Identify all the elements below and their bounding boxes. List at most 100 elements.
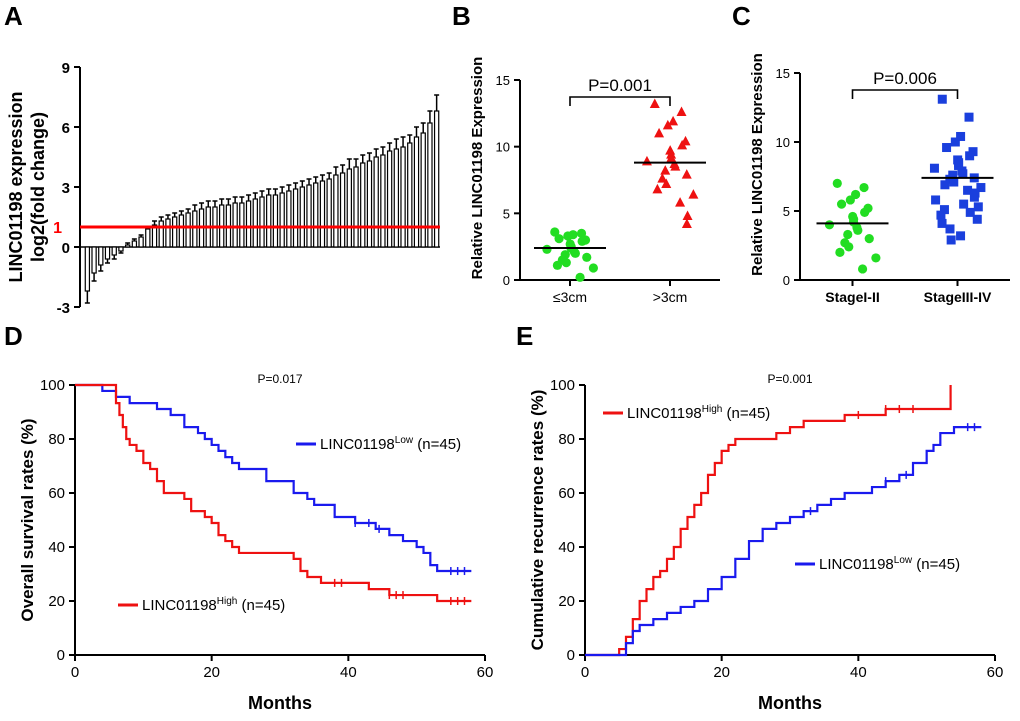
panel-a-bar [339, 172, 346, 248]
panel-d-survival-chart: 0 20 40 60 80 100 0 20 40 60 LINC01198Low (n=45) LI… [18, 372, 493, 713]
panel-c-point [940, 180, 950, 190]
panel-a-y-tick-label: 0 [62, 240, 70, 257]
panel-c-point [835, 247, 845, 257]
panel-a-bar [299, 186, 305, 248]
panel-c-point [958, 169, 968, 179]
panel-c-point [937, 218, 947, 228]
panel-d-x-tick-label: 60 [477, 664, 494, 681]
panel-a-bar [413, 136, 420, 248]
panel-b-y-tick-label: 5 [503, 206, 510, 221]
panel-a-y-tick-label: -3 [57, 300, 70, 317]
panel-b-p-value: P=0.001 [588, 76, 652, 95]
panel-b-point [563, 231, 573, 241]
panel-a-bar [171, 216, 178, 248]
panel-a-bar [319, 180, 326, 248]
panel-a-bar [232, 202, 238, 248]
panel-a-bar [333, 174, 339, 248]
panel-b-y-axis-label: Relative LINC01198 Expression [469, 57, 486, 280]
panel-a-bar [178, 214, 185, 248]
panel-b-x-tick-label: >3cm [653, 289, 688, 305]
panel-a-bar [266, 194, 272, 248]
panel-b-point [554, 234, 564, 244]
panel-e-y-axis-label: Cumulative recurrence rates (%) [528, 390, 547, 651]
panel-e-x-axis-label: Months [758, 693, 822, 713]
panel-c-point [871, 253, 881, 263]
panel-b-y-tick-label: 10 [496, 140, 510, 155]
panel-d-curve-low [75, 383, 472, 573]
panel-b-point [675, 197, 686, 207]
panel-b-point [670, 161, 681, 171]
panel-a-bar [84, 246, 91, 292]
panel-a-bar [292, 188, 299, 248]
panel-a-bar [286, 190, 292, 248]
panel-d-legend-label: LINC01198High (n=45) [142, 596, 285, 614]
panel-b-point [654, 127, 665, 138]
panel-a-y-tick-label: 6 [62, 120, 70, 137]
panel-a-bar [386, 150, 393, 248]
panel-e-x-tick-label: 40 [850, 664, 867, 681]
panel-a-bar [111, 246, 117, 256]
panel-c-point [965, 151, 975, 161]
panel-c-point [942, 143, 952, 153]
panel-b-point [588, 263, 598, 273]
panel-a-bar [279, 192, 285, 248]
panel-d-y-tick-label: 60 [48, 485, 65, 502]
panel-c-point [945, 224, 955, 234]
panel-d-curve-high [75, 383, 472, 603]
panel-a-bar [393, 148, 400, 248]
panel-b-y-tick-label: 15 [496, 73, 510, 88]
panel-c-point [939, 205, 949, 215]
panel-c-point [836, 199, 847, 209]
panel-b-point [570, 248, 580, 258]
panel-c-point [959, 199, 969, 209]
panel-d-x-axis-label: Months [248, 693, 312, 713]
panel-a-bar [192, 210, 198, 248]
panel-letter-c: C [732, 1, 751, 31]
panel-e-y-tick-label: 40 [558, 539, 575, 556]
panel-c-point [832, 178, 842, 188]
panel-c-scatter-chart: 0 5 10 15 StageI-II StageIII-IV P=0.006 Relativ… [749, 53, 1010, 305]
panel-a-bar [353, 166, 359, 248]
panel-d-x-tick-label: 40 [340, 664, 357, 681]
panel-d-y-axis-label: Overall survival rates (%) [18, 418, 37, 621]
panel-c-point [950, 137, 960, 147]
panel-letter-a: A [4, 1, 23, 31]
panel-c-point [843, 229, 853, 240]
panel-a-bar [104, 246, 111, 260]
panel-e-y-tick-label: 20 [558, 593, 575, 610]
panel-b-point [677, 139, 688, 150]
panel-c-point [956, 231, 966, 241]
panel-letter-b: B [452, 1, 471, 31]
panel-b-point [542, 244, 552, 254]
panel-a-bar [259, 196, 265, 248]
panel-a-bar [239, 202, 245, 248]
panel-a-bar [326, 178, 332, 248]
panel-b-point [550, 227, 560, 237]
panel-c-point [946, 235, 956, 245]
panel-d-p-value: P=0.017 [257, 372, 302, 386]
panel-e-x-tick-label: 20 [713, 664, 730, 681]
panel-b-scatter-chart: 0 5 10 15 ≤3cm >3cm P=0.001 Relative LINC01198 … [469, 57, 720, 305]
panel-a-reference-label: 1 [53, 220, 62, 237]
panel-a-bar [407, 142, 413, 248]
panel-a-y-axis-label-line2: log2(fold change) [28, 112, 48, 262]
panel-b-point [641, 155, 652, 166]
panel-c-point [954, 160, 964, 170]
panel-b-point [561, 258, 571, 268]
panel-b-point [668, 115, 679, 126]
panel-b-point [682, 210, 693, 220]
panel-d-y-tick-label: 80 [48, 431, 65, 448]
panel-c-point [936, 210, 946, 220]
panel-a-bar-chart: -3 0 3 6 9 1 LINC01198 expression log2(fold cha… [6, 60, 440, 317]
panel-letter-e: E [516, 321, 533, 351]
panel-c-point [859, 182, 869, 193]
panel-b-point [577, 236, 587, 246]
panel-e-y-tick-label: 60 [558, 485, 575, 502]
panel-b-point [660, 165, 671, 175]
panel-c-significance-bracket [851, 89, 959, 99]
panel-a-bar [245, 200, 252, 248]
panel-a-bar [124, 244, 131, 248]
panel-c-point [976, 183, 986, 193]
panel-c-point [845, 195, 855, 205]
